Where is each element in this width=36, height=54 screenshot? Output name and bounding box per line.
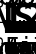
Text: polycarbonate film conditioned by prior$^{\,}$exposure to CO$_2$.  The data: polycarbonate film conditioned by prior$… [4, 35, 36, 54]
Text: ACS Symposium Series; American Chemical Society: Washington, DC, 1983.: ACS Symposium Series; American Chemical … [0, 52, 36, 54]
Text: determined from fitting the sorption and permeation data.: determined from fitting the sorption and… [4, 39, 36, 54]
Text: 122: 122 [1, 2, 36, 36]
Text: INDUSTRIAL GAS SEPARATIONS: INDUSTRIAL GAS SEPARATIONS [0, 2, 35, 36]
Text: In Industrial Gas Separations; Whyte, T., el al.;: In Industrial Gas Separations; Whyte, T.… [0, 52, 36, 54]
Text: Figure 3.  Time lag for diffusion of CO$_2$ at 35 $^{\circ}$C in a 4.9 mil thick: Figure 3. Time lag for diffusion of CO$_… [4, 34, 36, 54]
Text: are from Ref. 15.  Calculated time lags based on the matrix model: are from Ref. 15. Calculated time lags b… [4, 37, 36, 54]
Text: (solid line) and the dual-mode model (broken line) use parameters: (solid line) and the dual-mode model (br… [4, 38, 36, 54]
Text: Publication Date: June 16, 1983 | doi: 10.1021/bk-1983-0223.ch006: Publication Date: June 16, 1983 | doi: 1… [0, 0, 8, 54]
